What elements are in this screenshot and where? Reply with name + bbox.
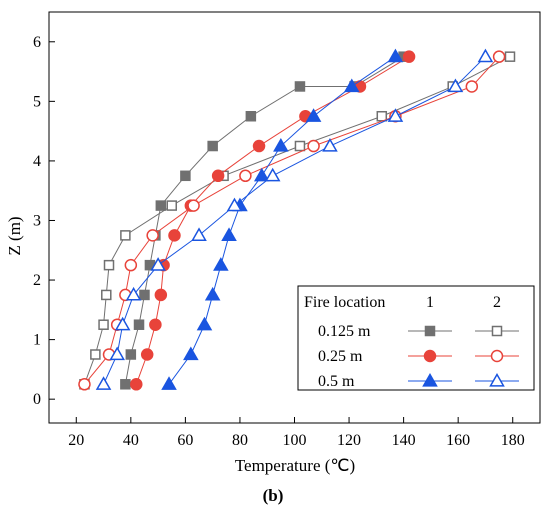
data-point <box>211 169 225 183</box>
legend-marker <box>491 325 503 337</box>
x-tick-label: 60 <box>177 432 193 449</box>
data-point <box>130 378 143 391</box>
data-point <box>305 108 322 122</box>
y-tick-label: 0 <box>33 391 41 408</box>
x-tick-label: 20 <box>68 432 84 449</box>
data-point <box>492 50 506 63</box>
data-point <box>133 319 145 330</box>
data-point <box>207 140 218 152</box>
data-point <box>149 318 162 331</box>
x-tick-label: 160 <box>446 432 470 449</box>
data-point <box>343 78 360 93</box>
data-point <box>465 80 479 93</box>
data-point <box>168 229 181 242</box>
legend-label: 0.125 m <box>318 323 371 340</box>
panel-label: (b) <box>263 486 284 505</box>
x-tick-label: 100 <box>283 432 307 449</box>
y-tick-label: 5 <box>33 93 41 110</box>
y-tick-label: 2 <box>33 272 41 289</box>
legend-title: Fire location <box>304 294 385 311</box>
series-layer <box>78 48 516 391</box>
x-tick-label: 120 <box>337 432 361 449</box>
legend-label: 0.25 m <box>318 348 363 365</box>
data-point <box>477 48 494 63</box>
data-point <box>187 199 200 212</box>
data-point <box>120 230 131 241</box>
y-tick-label: 6 <box>33 34 41 51</box>
data-point <box>294 81 306 92</box>
data-point <box>124 258 138 272</box>
y-tick-label: 1 <box>33 332 41 349</box>
data-point <box>252 139 266 153</box>
x-tick-label: 40 <box>123 432 139 449</box>
legend-label: 0.5 m <box>318 373 355 390</box>
data-point <box>95 376 112 390</box>
data-point <box>125 349 137 360</box>
data-point <box>387 108 404 122</box>
x-tick-label: 180 <box>501 432 525 449</box>
data-point <box>504 51 516 62</box>
data-point <box>140 348 154 361</box>
data-point <box>154 288 168 302</box>
y-tick-label: 3 <box>33 212 41 229</box>
data-point <box>376 110 388 122</box>
data-point <box>146 229 159 242</box>
data-point <box>253 167 270 182</box>
x-axis-label: Temperature (℃) <box>235 456 355 475</box>
data-point <box>239 169 252 183</box>
legend-box <box>297 285 535 391</box>
data-point <box>226 197 243 212</box>
data-point <box>120 379 131 390</box>
data-point <box>161 376 177 390</box>
y-tick-label: 4 <box>33 153 41 170</box>
data-point <box>307 139 320 153</box>
data-point <box>150 257 166 271</box>
data-point <box>191 227 207 241</box>
data-point <box>322 138 338 152</box>
data-point <box>221 227 237 241</box>
x-axis-ticks: 20 40 60 80 100 120 140 160 180 <box>68 417 525 449</box>
legend-marker <box>489 372 505 387</box>
data-point <box>387 48 404 63</box>
data-point <box>98 319 109 330</box>
data-point <box>90 349 101 360</box>
data-point <box>213 257 229 271</box>
data-point <box>264 167 281 182</box>
data-point <box>125 286 142 301</box>
legend-marker <box>422 372 438 387</box>
data-point <box>155 200 167 211</box>
data-point <box>166 200 177 211</box>
legend-column-2: 2 <box>493 294 501 311</box>
legend: Fire location 1 2 0.125 m 0.25 m 0.5 m <box>297 285 535 391</box>
data-point <box>245 110 257 122</box>
data-point <box>114 316 131 331</box>
series-5 <box>95 48 494 390</box>
data-point <box>294 140 306 152</box>
data-point <box>183 346 199 361</box>
data-point <box>101 289 112 301</box>
data-point <box>447 78 464 93</box>
legend-column-1: 1 <box>426 294 434 311</box>
data-point <box>78 378 91 391</box>
data-point <box>139 289 150 301</box>
x-tick-label: 80 <box>232 432 248 449</box>
data-point <box>109 346 125 361</box>
y-axis-ticks: 0 1 2 3 4 5 6 <box>33 34 55 408</box>
data-point <box>103 259 115 271</box>
legend-marker <box>423 349 437 363</box>
legend-marker <box>424 325 436 337</box>
data-point <box>180 170 191 182</box>
data-point <box>402 50 416 63</box>
data-point <box>204 286 221 301</box>
x-tick-label: 140 <box>392 432 416 449</box>
data-point <box>273 138 289 152</box>
data-point <box>196 316 213 331</box>
y-axis-label: Z (m) <box>5 216 24 255</box>
legend-marker <box>490 349 504 363</box>
